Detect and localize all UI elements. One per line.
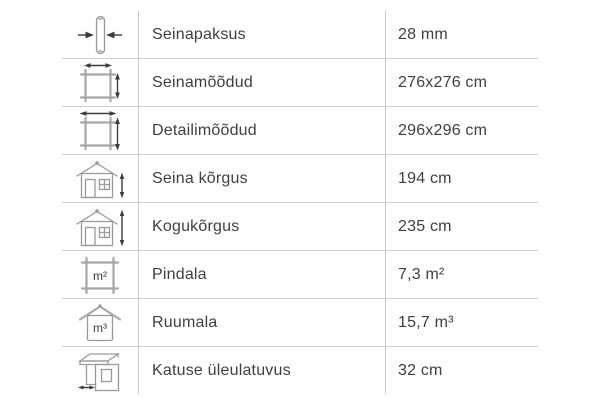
row-value: 296x296 cm [398, 121, 488, 139]
total-height-icon [62, 203, 138, 250]
row-value: 276x276 cm [398, 73, 488, 91]
row-value: 194 cm [398, 169, 452, 187]
detail-dimensions-icon [62, 107, 138, 154]
row-label: Seinamõõdud [152, 73, 253, 91]
table-row: Seinamõõdud 276x276 cm [62, 58, 538, 106]
total-height-icon [76, 208, 125, 246]
volume-icon: m³ [78, 303, 122, 341]
row-label: Pindala [152, 265, 207, 283]
row-value: 7,3 m² [398, 265, 445, 283]
wall-dimensions-icon [62, 59, 138, 106]
row-value: 32 cm [398, 361, 443, 379]
spec-table: Seinapaksus 28 mm Seinamõõdud [62, 11, 538, 394]
floor-area-icon: m² [62, 251, 138, 298]
floor-area-icon: m² [80, 256, 120, 294]
volume-unit-label: m³ [93, 321, 107, 335]
row-label: Katuse üleulatuvus [152, 361, 291, 379]
row-label: Detailimõõdud [152, 121, 257, 139]
wall-dimensions-icon [79, 62, 120, 102]
table-row: Kogukõrgus 235 cm [62, 202, 538, 250]
table-row: Seina kõrgus 194 cm [62, 154, 538, 202]
table-row: m³ Ruumala 15,7 m³ [62, 298, 538, 346]
wall-thickness-icon [78, 15, 122, 54]
row-value: 15,7 m³ [398, 313, 454, 331]
wall-height-icon [76, 160, 125, 198]
row-value: 235 cm [398, 217, 452, 235]
area-unit-label: m² [93, 269, 107, 283]
roof-overhang-icon [62, 347, 138, 394]
row-label: Seinapaksus [152, 25, 246, 43]
volume-icon: m³ [62, 299, 138, 346]
table-row: Seinapaksus 28 mm [62, 11, 538, 58]
row-label: Kogukõrgus [152, 217, 240, 235]
row-label: Seina kõrgus [152, 169, 248, 187]
roof-overhang-icon [77, 352, 121, 391]
table-row: Detailimõõdud 296x296 cm [62, 106, 538, 154]
detail-dimensions-icon [79, 110, 120, 150]
row-value: 28 mm [398, 25, 448, 43]
table-row: Katuse üleulatuvus 32 cm [62, 346, 538, 394]
table-row: m² Pindala 7,3 m² [62, 250, 538, 298]
row-label: Ruumala [152, 313, 218, 331]
wall-thickness-icon [62, 11, 138, 58]
wall-height-icon [62, 155, 138, 202]
